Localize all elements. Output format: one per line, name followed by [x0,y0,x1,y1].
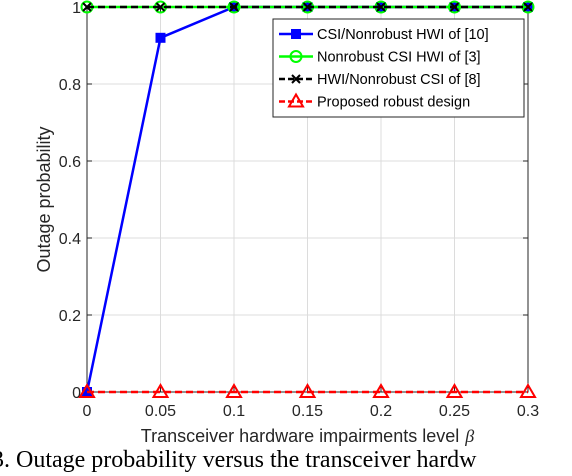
data-point [302,2,313,12]
legend-entry: CSI/Nonrobust HWI of [10] [279,27,489,43]
series-layer [78,0,537,398]
figure-caption: 3. Outage probability versus the transce… [0,447,477,473]
legend-label: Proposed robust design [317,95,470,111]
data-point [82,2,92,12]
x-axis-label: Transceiver hardware impairments level β [141,426,474,446]
y-tick-label: 0.6 [59,154,81,171]
x-tick-label: 0.25 [439,403,470,420]
axis-ticks: 0 0.05 0.1 0.15 0.2 0.25 0.3 0 0.2 0.4 0.6 0.8 1 [59,0,539,420]
series-proposed-robust-design [78,383,537,398]
data-point [445,383,464,398]
data-point [523,2,533,12]
y-tick-label: 0.4 [59,231,81,248]
x-tick-label: 0.3 [517,403,539,420]
legend-entry: HWI/Nonrobust CSI of [8] [279,72,481,88]
x-tick-label: 0.2 [370,403,392,420]
legend-box [272,18,525,118]
y-tick-label: 0.8 [59,77,81,94]
data-point [151,383,170,398]
x-tick-label: 0.05 [145,403,176,420]
data-point [78,383,96,398]
x-tick-label: 0.15 [292,403,323,420]
legend-entry: Proposed robust design [279,92,470,111]
data-point [155,32,166,43]
data-point [298,383,317,398]
data-point [519,383,537,398]
legend: CSI/Nonrobust HWI of [10] Nonrobust CSI H… [272,18,525,118]
legend-marker [291,29,301,39]
x-tick-label: 0.1 [223,403,245,420]
series-hwi-nonrobust-csi-of-8 [82,2,533,12]
legend-label: HWI/Nonrobust CSI of [8] [317,72,481,88]
y-tick-label: 1 [72,0,81,17]
data-point [229,2,239,12]
legend-marker [289,50,303,63]
data-point [372,383,390,398]
legend-entry: Nonrobust CSI HWI of [3] [279,50,481,66]
data-point [448,0,461,14]
y-tick-label: 0 [72,385,81,402]
data-point [225,383,243,398]
data-point [227,0,241,14]
legend-label: Nonrobust CSI HWI of [3] [317,50,481,66]
data-point [376,2,386,12]
y-axis-label: Outage probability [34,126,54,272]
x-tick-label: 0 [83,403,92,420]
y-tick-label: 0.2 [59,308,81,325]
legend-label: CSI/Nonrobust HWI of [10] [317,27,489,43]
data-point [155,2,166,12]
outage-chart: 0 0.05 0.1 0.15 0.2 0.25 0.3 0 0.2 0.4 0.6 0.8 1 CSI… [34,0,539,446]
data-point [449,2,460,12]
legend-marker [291,74,301,84]
legend-marker [287,92,305,108]
